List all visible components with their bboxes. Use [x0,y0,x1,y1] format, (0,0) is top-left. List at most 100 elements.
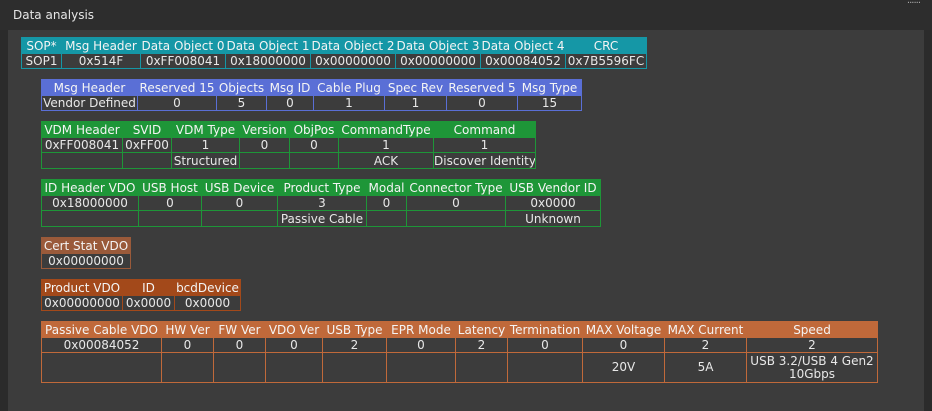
cell: 0 [507,337,583,353]
column-header: Cable Plug [313,79,385,96]
cell: 0x00000000 [41,295,123,311]
column-header: ID Header VDO [41,179,139,196]
cell: 0x00084052 [41,337,162,353]
column-header: Data Object 1 [225,37,311,54]
cell: 0 [265,337,323,353]
cell: USB 3.2/USB 4 Gen2 10Gbps [746,352,878,383]
column-header: CRC [565,37,647,54]
cell [455,352,508,383]
column-header: EPR Mode [386,321,456,338]
column-header: Msg Header [41,79,138,96]
cell: 0x0000 [174,295,241,311]
cell: 0 [239,137,290,153]
column-header: ID [122,279,175,296]
column-header: Speed [746,321,878,338]
column-header: CommandType [338,121,434,138]
column-header: MAX Current [664,321,747,338]
column-header: Objects [216,79,267,96]
data-table: Msg Header Reserved 15 Objects Msg ID Cable … [41,79,582,111]
data-table: SOP* Msg Header Data Object 0 Data Object 1… [21,37,647,69]
cell: 2 [746,337,878,353]
panel-title: Data analysis [13,8,95,22]
column-header: Version [239,121,290,138]
cell [122,152,172,169]
cell: 0x00000000 [41,253,131,269]
cell: 2 [455,337,508,353]
column-header: Product Type [277,179,367,196]
cell [41,152,123,169]
cell: 5A [664,352,747,383]
cell: 0 [161,337,214,353]
data-row: Vendor Defined 0 5 0 1 1 0 15 [41,95,582,111]
cell: 0x7B5596FC [565,53,647,69]
cell [41,352,162,383]
cell: 3 [277,195,367,211]
cell [239,152,290,169]
cell: 0 [213,337,266,353]
column-header: VDO Ver [265,321,323,338]
data-row: 0x00000000 [41,253,131,269]
column-header: Msg Header [61,37,141,54]
header-row: ID Header VDO USB Host USB Device Product T… [41,179,601,196]
cell [366,210,407,227]
column-header: ObjPos [289,121,339,138]
cell: 1 [313,95,385,111]
cell: 0x00000000 [395,53,481,69]
header-row: SOP* Msg Header Data Object 0 Data Object 1… [21,37,647,54]
column-header: USB Host [138,179,202,196]
column-header: Data Object 2 [310,37,396,54]
header-row: Cert Stat VDO [41,237,131,254]
column-header: Reserved 15 [137,79,217,96]
column-header: Msg Type [517,79,582,96]
column-header: Reserved 5 [446,79,518,96]
column-header: SOP* [21,37,62,54]
cell: 0 [582,337,665,353]
cell: 2 [664,337,747,353]
cell [507,352,583,383]
cell: Passive Cable [277,210,367,227]
cell: 0 [446,95,518,111]
cell: 0x00084052 [480,53,566,69]
column-header: HW Ver [161,321,214,338]
cell [406,210,506,227]
data-table: Product VDO ID bcdDevice 0x00000000 0x0000 0x… [41,279,241,311]
cell: 20V [582,352,665,383]
data-row: Passive Cable Unknown [41,210,601,227]
cell: 0 [137,95,217,111]
cell: ACK [338,152,434,169]
data-row: 0x00000000 0x0000 0x0000 [41,295,241,311]
column-header: USB Device [201,179,278,196]
cell [213,352,266,383]
header-row: Passive Cable VDO HW Ver FW Ver VDO Ver USB … [41,321,878,338]
cell: 5 [216,95,267,111]
cell: 0x18000000 [225,53,311,69]
column-header: Product VDO [41,279,123,296]
data-table: Passive Cable VDO HW Ver FW Ver VDO Ver USB … [41,321,878,383]
cell: Unknown [505,210,601,227]
column-header: Termination [507,321,583,338]
column-header: FW Ver [213,321,266,338]
data-row: 0xFF008041 0xFF00 1 0 0 1 1 [41,137,536,153]
cell: 0 [138,195,202,211]
column-header: bcdDevice [174,279,241,296]
data-row: 0x00084052 0 0 0 2 0 2 0 0 2 2 [41,337,878,353]
column-header: Command [433,121,536,138]
cell [386,352,456,383]
cell: Vendor Defined [41,95,138,111]
column-header: Modal [366,179,407,196]
cell: 1 [338,137,434,153]
cell: 1 [171,137,240,153]
cell: 15 [517,95,582,111]
data-row: 0x18000000 0 0 3 0 0 0x0000 [41,195,601,211]
menu-grip[interactable]: ······ [906,0,921,9]
cell [41,210,139,227]
cell: 0xFF008041 [41,137,123,153]
header-row: Product VDO ID bcdDevice [41,279,241,296]
cell: 0 [266,95,314,111]
cell: 0 [386,337,456,353]
data-table: Cert Stat VDO 0x00000000 [41,237,131,269]
column-header: Passive Cable VDO [41,321,162,338]
cell: Discover Identity [433,152,536,169]
cell [322,352,387,383]
